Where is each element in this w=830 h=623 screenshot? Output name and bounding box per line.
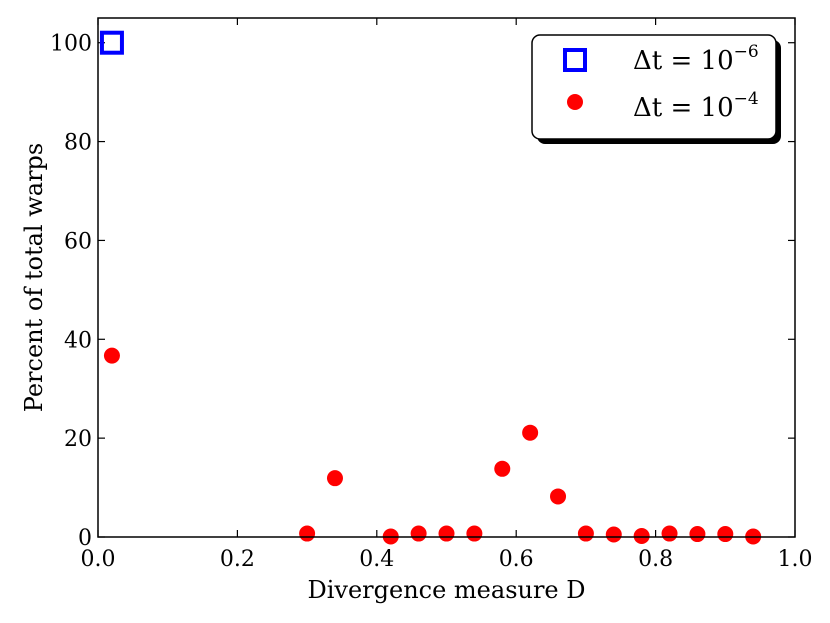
legend-marker-circle [567, 94, 583, 110]
y-tick-label: 40 [64, 328, 92, 353]
legend-label-2-base: Δt = 10 [633, 93, 734, 123]
legend-label-2: Δt = 10−4 [633, 89, 759, 123]
data-point-circle [466, 525, 483, 542]
data-point-circle [717, 526, 734, 543]
legend-label-1-exponent: −6 [734, 42, 759, 62]
legend-label-1-base: Δt = 10 [633, 46, 734, 76]
data-point-square [99, 30, 124, 55]
y-tick-label: 20 [64, 427, 92, 452]
y-tick-label: 100 [50, 32, 92, 57]
data-point-circle [661, 525, 678, 542]
x-tick-label: 0.2 [220, 547, 255, 572]
plot-frame [97, 17, 796, 538]
y-axis-label: Percent of total warps [20, 143, 48, 412]
x-axis-label: Divergence measure D [307, 576, 585, 604]
data-point-circle [299, 525, 316, 542]
data-point-circle [689, 526, 706, 543]
x-tick-label: 0.6 [499, 547, 534, 572]
x-tick-label: 1.0 [778, 547, 813, 572]
data-point-circle [522, 424, 539, 441]
data-point-circle [605, 526, 622, 543]
x-tick-label: 0.8 [638, 547, 673, 572]
legend-label-2-exponent: −4 [734, 89, 759, 109]
y-tick-label: 80 [64, 131, 92, 156]
y-tick-label: 60 [64, 229, 92, 254]
x-tick-label: 0.0 [81, 547, 116, 572]
data-point-circle [326, 470, 343, 487]
data-point-circle [550, 488, 567, 505]
y-tick-label: 0 [78, 526, 92, 551]
legend-box [531, 34, 777, 140]
data-point-circle [103, 347, 120, 364]
legend-label-1: Δt = 10−6 [633, 42, 759, 76]
legend: Δt = 10−6 Δt = 10−4 [531, 34, 781, 144]
data-point-circle [438, 525, 455, 542]
data-point-circle [577, 525, 594, 542]
data-point-circle [494, 460, 511, 477]
x-tick-label: 0.4 [359, 547, 394, 572]
ticks-layer: 0.0 0.2 0.4 0.6 0.8 1.0 0 20 40 60 80 100 [50, 18, 813, 572]
data-point-circle [633, 528, 650, 545]
legend-marker-square [563, 48, 587, 72]
data-point-circle [410, 525, 427, 542]
